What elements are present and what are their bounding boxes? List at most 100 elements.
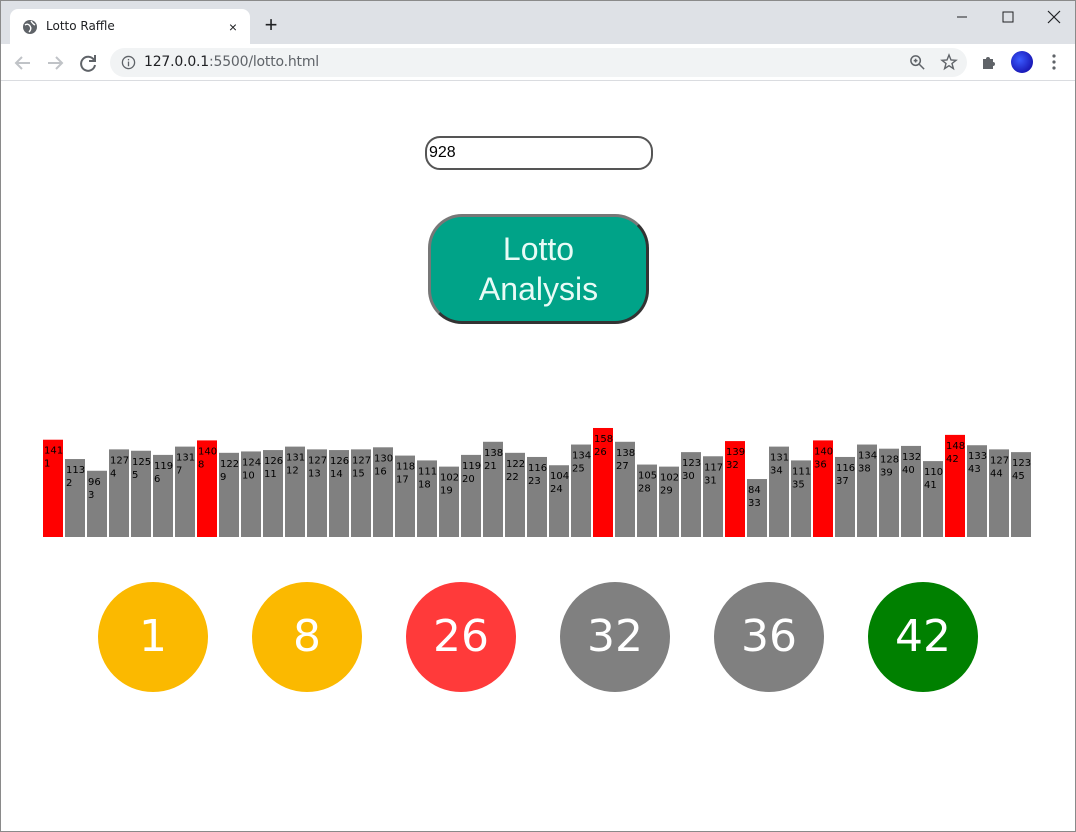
- bar-value-label: 130: [374, 453, 393, 464]
- bar-value-label: 111: [418, 466, 437, 477]
- zoom-icon[interactable]: [909, 54, 926, 71]
- bar-value-label: 116: [528, 463, 547, 474]
- bar-value-label: 134: [572, 451, 591, 462]
- bar-number-label: 15: [352, 468, 365, 479]
- bar-24: [549, 465, 569, 537]
- bar-number-label: 30: [682, 471, 695, 482]
- browser-tab[interactable]: Lotto Raffle ×: [10, 9, 250, 44]
- draw-count-input[interactable]: [425, 136, 653, 170]
- bar-number-label: 12: [286, 466, 299, 477]
- button-label-line1: Lotto: [502, 231, 575, 267]
- bookmark-star-icon[interactable]: [940, 53, 958, 71]
- bar-value-label: 122: [506, 459, 525, 470]
- bar-value-label: 127: [110, 455, 129, 466]
- more-menu-icon[interactable]: [1047, 53, 1061, 71]
- bar-9: [219, 452, 239, 537]
- bar-value-label: 139: [726, 447, 745, 458]
- bar-21: [483, 441, 503, 537]
- lotto-ball: 32: [560, 582, 670, 692]
- bar-number-label: 44: [990, 468, 1003, 479]
- bar-number-label: 26: [594, 447, 607, 458]
- bar-15: [351, 449, 371, 537]
- bar-number-label: 6: [154, 474, 160, 485]
- bar-2: [65, 459, 85, 537]
- reload-icon[interactable]: [76, 51, 100, 75]
- bar-value-label: 113: [66, 465, 85, 476]
- tab-close-icon[interactable]: ×: [228, 19, 238, 35]
- lotto-ball: 26: [406, 582, 516, 692]
- bar-44: [989, 449, 1009, 537]
- bar-value-label: 119: [462, 461, 481, 472]
- bar-value-label: 158: [594, 434, 613, 445]
- window-close-icon[interactable]: [1031, 5, 1076, 29]
- bar-42: [945, 434, 965, 537]
- bar-value-label: 118: [396, 462, 415, 473]
- bar-30: [681, 452, 701, 537]
- bar-number-label: 13: [308, 468, 321, 479]
- bar-number-label: 42: [946, 454, 959, 465]
- bar-number-label: 37: [836, 476, 849, 487]
- bar-number-label: 18: [418, 479, 431, 490]
- bar-6: [153, 454, 173, 537]
- bar-number-label: 8: [198, 459, 204, 470]
- url-text: 127.0.0.1:5500/lotto.html: [144, 54, 319, 70]
- bar-value-label: 131: [770, 453, 789, 464]
- bar-value-label: 102: [660, 473, 679, 484]
- bar-number-label: 2: [66, 478, 72, 489]
- bar-number-label: 3: [88, 490, 94, 501]
- title-bar: Lotto Raffle × +: [1, 1, 1075, 44]
- bar-number-label: 38: [858, 464, 871, 475]
- info-icon[interactable]: [121, 55, 136, 70]
- bar-value-label: 127: [352, 455, 371, 466]
- bar-27: [615, 441, 635, 537]
- bar-34: [769, 446, 789, 537]
- bar-7: [175, 446, 195, 537]
- bar-number-label: 28: [638, 484, 651, 495]
- bar-value-label: 131: [286, 453, 305, 464]
- bar-3: [87, 470, 107, 537]
- bar-value-label: 127: [990, 455, 1009, 466]
- bar-19: [439, 466, 459, 537]
- bar-value-label: 110: [924, 467, 943, 478]
- maximize-icon[interactable]: [985, 5, 1031, 29]
- bar-number-label: 19: [440, 486, 453, 497]
- profile-avatar[interactable]: [1011, 51, 1033, 73]
- bar-29: [659, 466, 679, 537]
- new-tab-button[interactable]: +: [264, 12, 278, 37]
- bar-value-label: 123: [682, 458, 701, 469]
- bar-value-label: 141: [44, 446, 63, 457]
- bar-number-label: 21: [484, 461, 497, 472]
- back-arrow-icon[interactable]: [11, 51, 35, 75]
- bar-18: [417, 460, 437, 537]
- bar-value-label: 138: [484, 448, 503, 459]
- bar-number-label: 34: [770, 466, 783, 477]
- bar-number-label: 16: [374, 466, 387, 477]
- page-content: Lotto Analysis 1411113296312741255119613…: [1, 82, 1075, 831]
- bar-number-label: 43: [968, 464, 981, 475]
- bar-number-label: 33: [748, 498, 761, 509]
- bar-11: [263, 450, 283, 537]
- bar-4: [109, 449, 129, 537]
- bar-number-label: 24: [550, 484, 563, 495]
- extensions-puzzle-icon[interactable]: [980, 53, 998, 71]
- bar-value-label: 111: [792, 466, 811, 477]
- bar-value-label: 140: [198, 446, 217, 457]
- bar-25: [571, 444, 591, 537]
- forward-arrow-icon[interactable]: [43, 51, 67, 75]
- bar-number-label: 45: [1012, 471, 1025, 482]
- bar-value-label: 132: [902, 452, 921, 463]
- bar-value-label: 116: [836, 463, 855, 474]
- bar-value-label: 125: [132, 457, 151, 468]
- bar-number-label: 35: [792, 479, 805, 490]
- bar-number-label: 14: [330, 469, 343, 480]
- bar-20: [461, 454, 481, 537]
- button-label-line2: Analysis: [478, 271, 599, 307]
- minimize-icon[interactable]: [939, 5, 985, 29]
- address-bar[interactable]: 127.0.0.1:5500/lotto.html: [110, 48, 967, 77]
- lotto-analysis-button[interactable]: Lotto Analysis: [428, 214, 649, 324]
- bar-number-label: 23: [528, 476, 541, 487]
- bar-37: [835, 456, 855, 537]
- bar-5: [131, 450, 151, 537]
- bar-value-label: 117: [704, 462, 723, 473]
- bar-number-label: 31: [704, 475, 717, 486]
